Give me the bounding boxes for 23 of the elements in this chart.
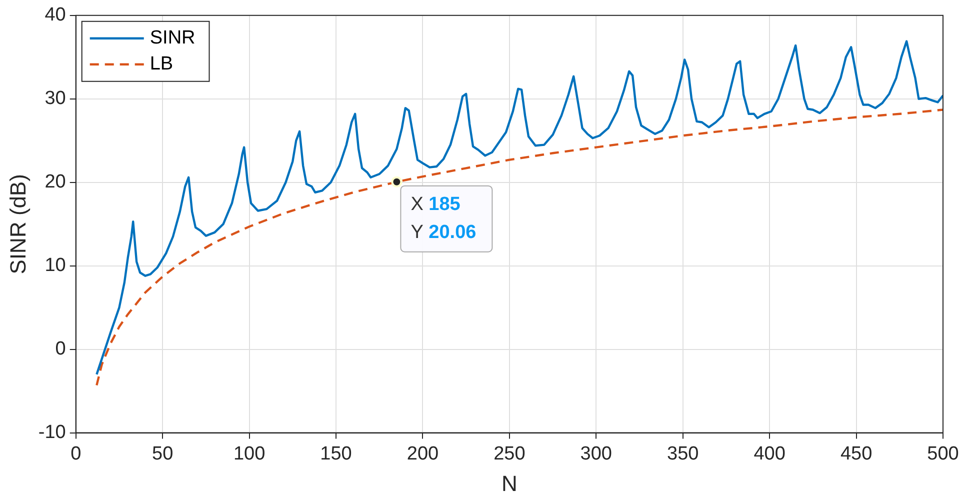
legend-label: SINR — [150, 28, 196, 49]
x-tick-label: 400 — [754, 443, 786, 464]
x-tick-label: 450 — [840, 443, 872, 464]
x-tick-label: 150 — [320, 443, 352, 464]
y-tick-label: 20 — [44, 172, 66, 193]
x-tick-label: 0 — [70, 443, 82, 464]
y-tick-label: 10 — [44, 255, 66, 276]
x-axis-title: N — [501, 470, 518, 496]
x-tick-label: 250 — [494, 443, 526, 464]
x-tick-label: 350 — [667, 443, 699, 464]
y-tick-label: 30 — [44, 88, 66, 110]
y-tick-label: 40 — [44, 4, 66, 26]
y-tick-label: -10 — [38, 422, 66, 444]
x-tick-label: 50 — [152, 443, 174, 464]
x-tick-label: 100 — [233, 443, 266, 464]
x-tick-label: 200 — [406, 443, 439, 464]
annotation: X 185 Y 20.06 — [410, 194, 476, 244]
x-tick-label: 300 — [580, 443, 612, 464]
line-series — [96, 108, 943, 386]
y-tick-label: 0 — [55, 338, 66, 360]
x-tick-label: 500 — [927, 443, 959, 464]
y-axis-title: SINR (dB) — [5, 174, 30, 274]
legend-label: LB — [150, 54, 174, 75]
